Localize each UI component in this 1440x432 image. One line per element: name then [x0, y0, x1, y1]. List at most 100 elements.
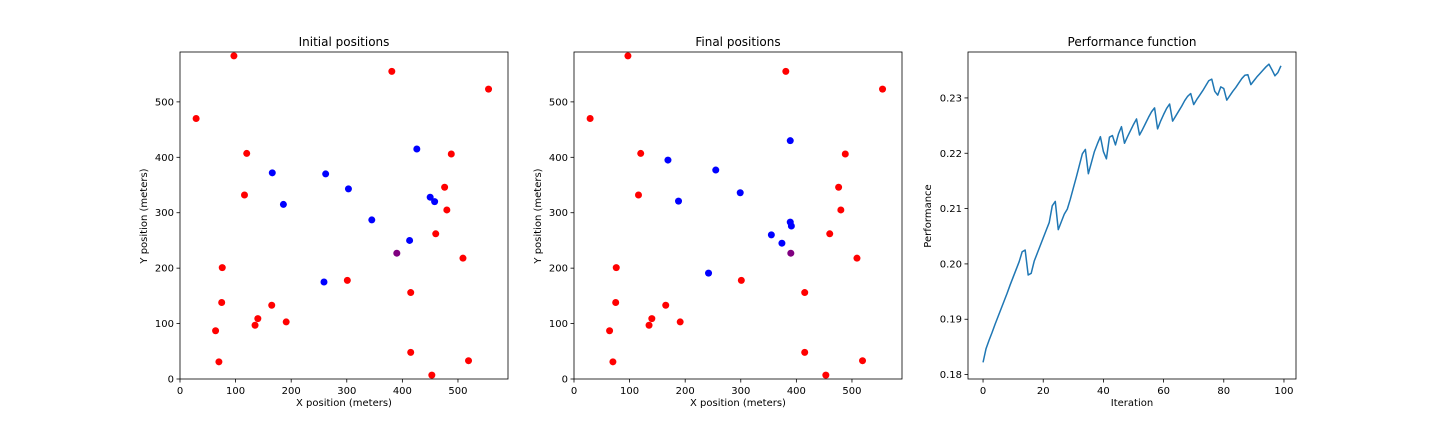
- y-tick-label: 0.18: [940, 370, 962, 381]
- scatter-point: [441, 183, 449, 191]
- plot-frame: [967, 51, 1297, 380]
- scatter-point: [624, 52, 632, 60]
- scatter-point: [705, 269, 713, 277]
- x-tick-label: 40: [1097, 386, 1110, 397]
- x-tick-label: 100: [1274, 386, 1293, 397]
- chart-title: Initial positions: [299, 35, 390, 49]
- subplot-initial-positions: Initial positions X position (meters) Y …: [139, 35, 509, 409]
- scatter-point: [407, 348, 415, 356]
- scatter-point: [664, 156, 672, 164]
- scatter-point: [801, 348, 809, 356]
- x-tick-label: 400: [787, 386, 806, 397]
- y-tick-label: 400: [155, 153, 174, 164]
- scatter-point: [428, 371, 436, 379]
- y-tick-label: 400: [549, 153, 568, 164]
- scatter-point: [606, 327, 614, 335]
- x-tick-label: 0: [980, 386, 986, 397]
- scatter-point: [254, 315, 262, 323]
- y-tick-label: 100: [549, 319, 568, 330]
- y-axis-label: Y position (meters): [533, 168, 544, 264]
- scatter-point: [218, 299, 226, 307]
- x-tick-label: 20: [1037, 386, 1050, 397]
- scatter-point: [407, 289, 415, 297]
- y-tick-label: 500: [549, 97, 568, 108]
- scatter-point: [431, 198, 439, 206]
- scatter-point: [712, 166, 720, 174]
- scatter-point: [443, 206, 451, 214]
- scatter-point: [736, 189, 744, 197]
- scatter-point: [192, 115, 200, 123]
- scatter-point: [645, 321, 653, 329]
- y-tick-label: 0.19: [940, 315, 962, 326]
- x-tick-label: 300: [731, 386, 750, 397]
- scatter-point: [230, 52, 238, 60]
- scatter-point: [388, 67, 396, 75]
- scatter-point: [413, 145, 421, 153]
- y-tick-label: 300: [549, 208, 568, 219]
- scatter-point: [675, 197, 683, 205]
- scatter-point: [841, 150, 849, 158]
- scatter-point: [322, 170, 330, 178]
- x-tick-label: 200: [282, 386, 301, 397]
- scatter-point: [737, 276, 745, 284]
- scatter-point: [634, 191, 642, 199]
- chart-title: Performance function: [1068, 35, 1197, 49]
- x-tick-label: 200: [676, 386, 695, 397]
- x-tick-label: 400: [393, 386, 412, 397]
- y-tick-label: 0.23: [940, 93, 962, 104]
- scatter-point: [485, 85, 493, 93]
- scatter-point: [432, 230, 440, 238]
- y-axis-label: Y position (meters): [139, 168, 150, 264]
- scatter-point: [393, 249, 401, 257]
- scatter-point: [218, 264, 226, 272]
- scatter-point: [822, 371, 830, 379]
- scatter-point: [279, 200, 287, 208]
- x-tick-label: 100: [620, 386, 639, 397]
- scatter-point: [282, 318, 290, 326]
- y-tick-label: 100: [155, 319, 174, 330]
- scatter-point: [586, 115, 594, 123]
- scatter-point: [853, 254, 861, 262]
- scatter-point: [609, 358, 617, 366]
- y-tick-label: 0: [168, 375, 174, 386]
- scatter-point: [782, 67, 790, 75]
- plot-frame: [179, 51, 509, 380]
- scatter-point: [778, 239, 786, 247]
- x-axis-label: Iteration: [1111, 398, 1153, 409]
- scatter-point: [240, 191, 248, 199]
- subplot-performance-function: Performance function Iteration Performan…: [923, 35, 1297, 409]
- scatter-point: [612, 299, 620, 307]
- scatter-point: [243, 149, 251, 157]
- scatter-point: [801, 289, 809, 297]
- x-axis-label: X position (meters): [690, 398, 786, 409]
- chart-title: Final positions: [695, 35, 780, 49]
- x-tick-label: 0: [571, 386, 577, 397]
- scatter-point: [215, 358, 223, 366]
- scatter-point: [459, 254, 467, 262]
- y-tick-label: 500: [155, 97, 174, 108]
- x-tick-label: 500: [448, 386, 467, 397]
- scatter-point: [212, 327, 220, 335]
- y-tick-label: 200: [549, 264, 568, 275]
- scatter-point: [612, 264, 620, 272]
- scatter-point: [676, 318, 684, 326]
- y-tick-label: 200: [155, 264, 174, 275]
- series-line: [982, 63, 1282, 363]
- x-tick-label: 60: [1157, 386, 1170, 397]
- scatter-point: [320, 278, 328, 286]
- scatter-point: [344, 185, 352, 193]
- scatter-point: [767, 231, 775, 239]
- scatter-point: [465, 357, 473, 365]
- scatter-point: [835, 183, 843, 191]
- scatter-point: [879, 85, 887, 93]
- x-tick-label: 500: [842, 386, 861, 397]
- x-tick-label: 80: [1217, 386, 1230, 397]
- scatter-point: [786, 137, 794, 145]
- subplot-final-positions: Final positions X position (meters) Y po…: [533, 35, 903, 409]
- scatter-point: [268, 169, 276, 177]
- y-axis-label: Performance: [923, 184, 934, 247]
- x-tick-label: 100: [226, 386, 245, 397]
- scatter-point: [251, 321, 259, 329]
- x-tick-label: 0: [177, 386, 183, 397]
- scatter-point: [859, 357, 867, 365]
